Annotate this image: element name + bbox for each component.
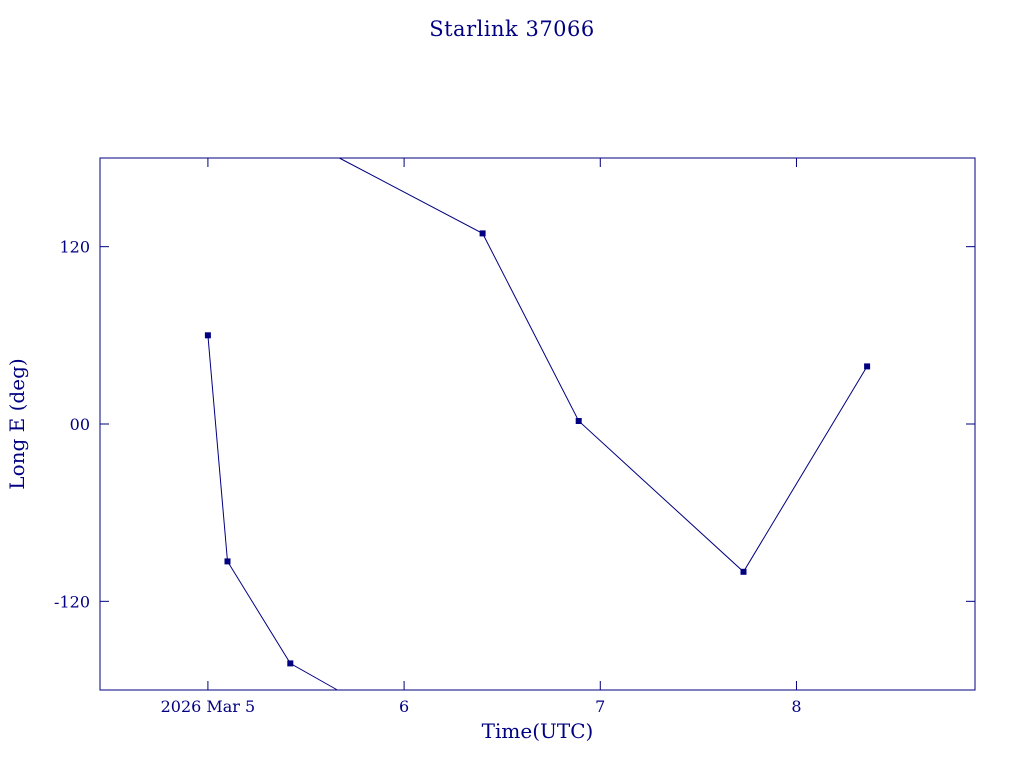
x-tick-label: 8 — [791, 697, 801, 716]
x-tick-label: 6 — [399, 697, 409, 716]
data-point-marker — [204, 332, 211, 339]
x-axis-label: Time(UTC) — [481, 719, 594, 743]
data-point-marker — [864, 363, 871, 370]
chart-title: Starlink 37066 — [429, 17, 595, 41]
data-point-marker — [575, 418, 582, 424]
y-tick-label: 00 — [70, 415, 90, 434]
data-point-marker — [479, 230, 486, 237]
y-tick-label: -120 — [54, 592, 90, 611]
data-point-marker — [740, 568, 747, 575]
y-tick-label: 120 — [59, 238, 90, 257]
x-tick-label: 7 — [595, 697, 605, 716]
data-point-marker — [287, 660, 294, 667]
data-point-marker — [224, 558, 231, 565]
plot-frame — [99, 157, 976, 691]
data-line-segment — [339, 157, 868, 573]
x-tick-label: 2026 Mar 5 — [161, 697, 256, 716]
data-line-segment — [207, 335, 338, 691]
